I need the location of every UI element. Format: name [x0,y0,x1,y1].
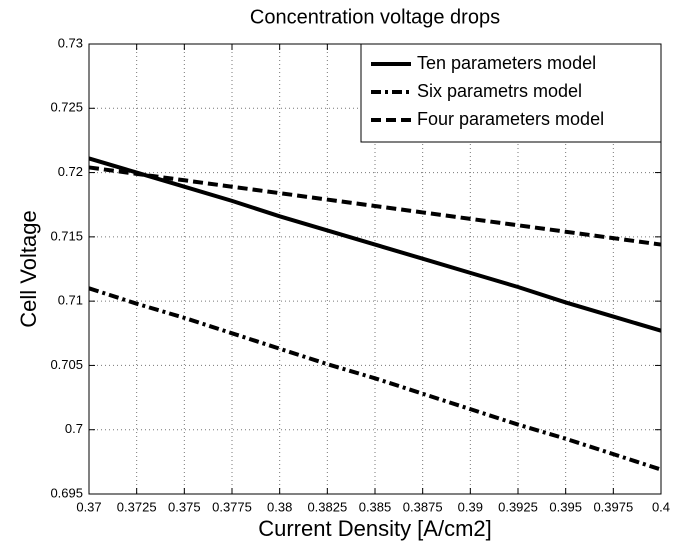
series-line [88,286,662,472]
x-tick-label: 0.375 [168,499,201,514]
x-tick-label: 0.39 [458,499,483,514]
legend-label: Six parametrs model [417,81,582,101]
x-tick-label: 0.38 [267,499,292,514]
x-tick-label: 0.37 [76,499,101,514]
y-tick-label: 0.71 [58,293,83,308]
y-tick-label: 0.7 [65,421,83,436]
x-axis-label: Current Density [A/cm2] [258,516,492,541]
x-tick-label: 0.4 [652,499,670,514]
y-tick-label: 0.725 [50,100,83,115]
legend-box [360,43,662,143]
x-tick-label: 0.3925 [498,499,538,514]
x-tick-label: 0.3975 [593,499,633,514]
legend-label: Ten parameters model [417,53,596,73]
legend-label: Four parameters model [417,109,604,129]
x-tick-label: 0.3725 [117,499,157,514]
x-tick-label: 0.385 [359,499,392,514]
y-tick-label: 0.695 [50,485,83,500]
series-line [88,156,662,333]
x-tick-label: 0.3825 [307,499,347,514]
chart-title: Concentration voltage drops [250,6,500,28]
x-tick-label: 0.3875 [403,499,443,514]
y-tick-label: 0.705 [50,357,83,372]
x-tick-label: 0.3775 [212,499,252,514]
y-tick-label: 0.73 [58,35,83,50]
y-tick-label: 0.715 [50,228,83,243]
series-line [88,165,662,247]
y-axis-label: Cell Voltage [16,210,41,327]
y-tick-label: 0.72 [58,164,83,179]
x-tick-label: 0.395 [549,499,582,514]
